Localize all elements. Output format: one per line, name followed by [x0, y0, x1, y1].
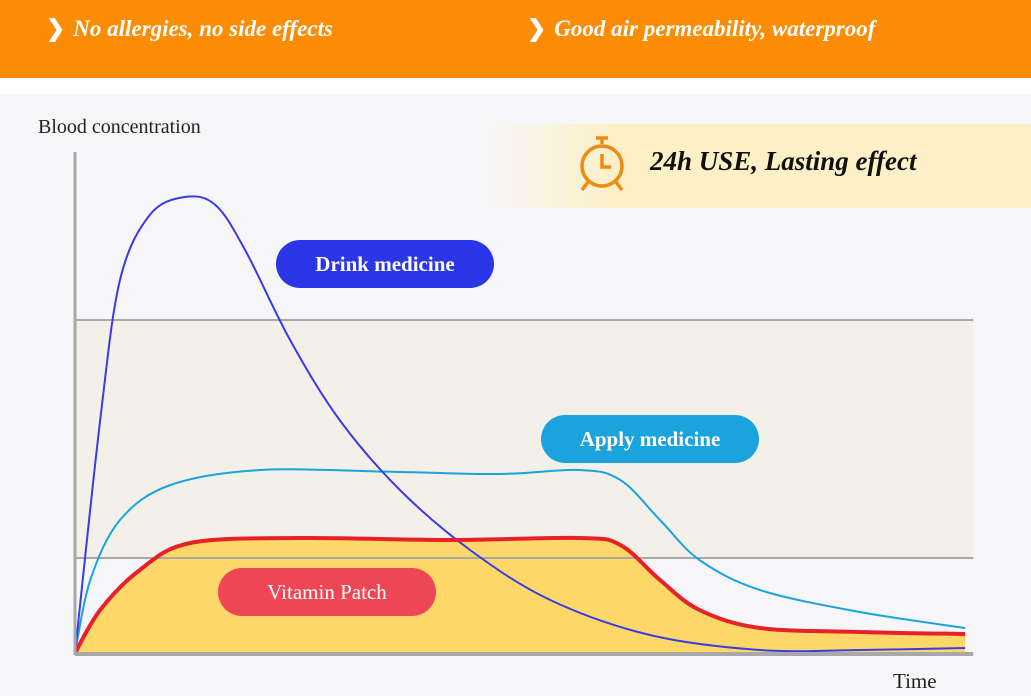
series-line-patch — [73, 535, 966, 655]
feature-2: ❯ Good air permeability, waterproof — [527, 16, 875, 42]
x-axis-label: Time — [893, 669, 937, 693]
feature-2-text: Good air permeability, waterproof — [554, 16, 876, 41]
series-label-patch: Vitamin Patch — [218, 568, 436, 616]
series-label-drink: Drink medicine — [276, 240, 494, 288]
patch-area — [75, 537, 966, 653]
series-label-apply: Apply medicine — [541, 415, 759, 463]
banner-text: 24h USE, Lasting effect — [650, 146, 917, 176]
reference-band — [75, 320, 974, 558]
feature-header: ❯ No allergies, no side effects ❯ Good air… — [0, 0, 1031, 78]
alarm-clock-icon — [580, 136, 624, 192]
feature-1-text: No allergies, no side effects — [73, 16, 333, 41]
series-line-apply — [74, 468, 966, 654]
series-line-drink — [74, 195, 966, 654]
chevron-right-icon: ❯ — [527, 16, 547, 41]
y-axis-label: Blood concentration — [38, 116, 201, 138]
feature-1: ❯ No allergies, no side effects — [46, 16, 333, 42]
divider — [0, 78, 1031, 94]
banner — [480, 124, 1031, 208]
chevron-right-icon: ❯ — [46, 16, 66, 41]
